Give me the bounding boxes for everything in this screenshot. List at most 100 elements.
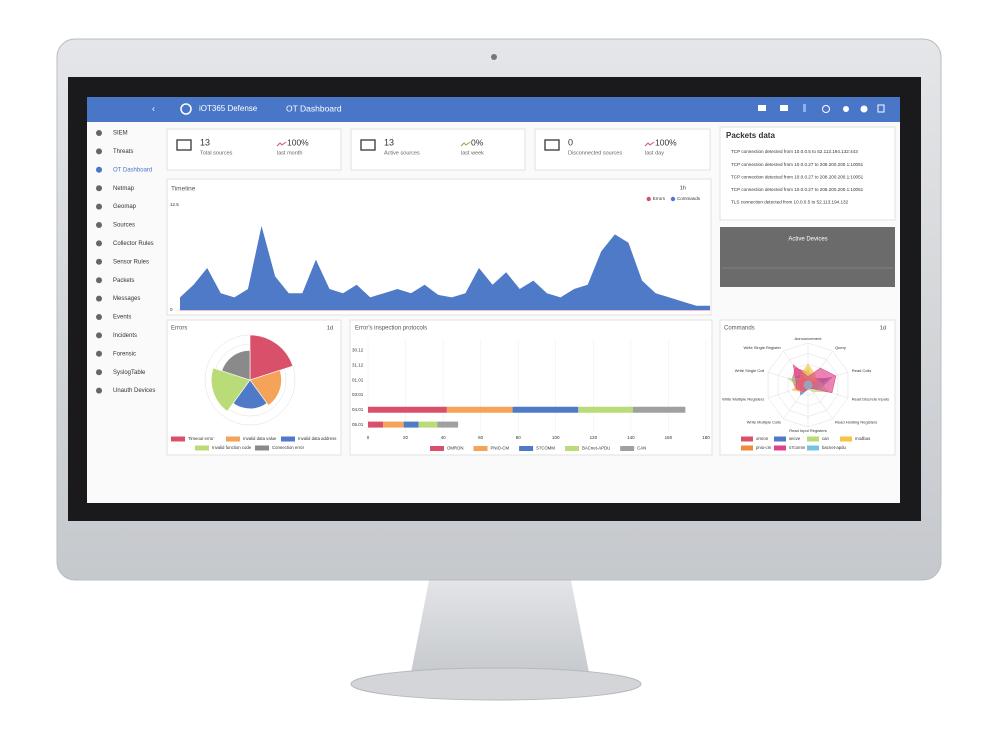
bar-segment [383,421,404,428]
axis-label: Read Discrete Inputs [852,396,889,401]
sidebar-icon [96,295,102,302]
stat-icon [544,139,560,151]
x-tick-label: 40 [441,435,447,440]
sidebar-item: Sources [113,223,135,229]
legend-swatch [473,446,488,451]
page-title: OT Dashboard [286,103,342,113]
brand: iOT365 Defense [199,104,258,113]
polar-segment [249,334,294,381]
legend-label: Commands [677,196,701,201]
icon[interactable] [843,106,849,112]
packet-row: TLS connection detected from 10.0.0.5 to… [731,200,849,205]
sidebar-item: Threats [113,149,133,155]
legend-label: PNIO-CM [490,446,509,451]
x-tick-label: 0 [367,435,370,440]
x-tick-label: 100 [552,435,560,440]
packet-row: TCP connection detected from 10.0.0.5 to… [731,149,858,154]
logo [180,103,192,115]
icon[interactable] [803,104,806,112]
trend-icon [276,141,287,147]
bar-segment [368,406,447,413]
legend-swatch [741,436,753,442]
packet-row: TCP connection detected from 10.0.0.27 t… [731,162,864,167]
polar-segment [249,369,282,406]
icon[interactable] [860,105,868,113]
x-tick-label: 20 [403,435,409,440]
axis-label: Write Single Coil [735,368,765,373]
legend-swatch [281,436,295,442]
stat-period: last month [277,150,302,156]
sidebar-icon [96,222,102,228]
axis-label: Write Single Register [743,345,781,350]
legend-swatch [646,196,651,202]
legend-swatch [840,436,852,442]
x-tick-label: 140 [627,435,635,440]
legend-label: modbus [855,436,870,441]
x-tick-label: 180 [702,435,710,440]
sidebar-item: OT Dashboard [113,167,152,173]
stat-change: 100% [287,137,309,147]
legend-label: s7comm [789,445,806,450]
bar-segment [437,421,459,428]
icon[interactable] [780,105,788,111]
sidebar-icon [96,369,102,376]
stand-base [350,667,642,701]
area [180,226,710,310]
legend-swatch [807,445,819,451]
icon[interactable] [822,105,830,113]
x-tick-label: 80 [516,435,522,440]
sidebar [87,122,160,503]
sidebar-item: Unauth Devices [113,388,155,394]
sidebar-icon [96,166,102,173]
sidebar-icon [96,148,102,155]
bar-segment [446,406,513,413]
legend-swatch [430,446,444,451]
stat-period: last week [461,150,484,156]
y-tick-label: 30.12 [352,348,364,353]
legend-swatch [519,446,534,451]
legend-label: S7COMM [536,446,555,451]
stat-label: Disconnected sources [568,150,622,156]
sidebar-item: Netmap [113,186,135,192]
legend-label: secve [789,436,801,441]
packet-row: TCP connection detected from 10.0.0.27 t… [731,174,864,179]
axis-label: Read Input Registers [789,428,827,433]
stand-neck [410,575,590,678]
sidebar-item: SIEM [113,131,128,137]
legend-swatch [774,436,786,442]
back-icon[interactable]: ‹ [152,103,155,113]
card-title: Error's inspection protocols [355,326,427,332]
legend-swatch [741,445,753,451]
stat-value: 13 [384,137,394,147]
sidebar-icon [96,130,102,136]
axis-label: Write Multiple Registers [722,396,764,401]
icon[interactable] [758,105,766,111]
stat-change: 100% [655,137,677,147]
axis-label: Read Coils [852,368,872,373]
legend-label: bacnet-apdu [822,445,847,450]
bar-segment [418,421,438,428]
axis-label: Write Multiple Coils [747,419,781,424]
sidebar-item: Packets [113,278,134,284]
legend-swatch [807,436,819,442]
legend-label: BACnet-APDU [582,446,610,451]
sidebar-icon [96,240,102,247]
sidebar-icon [96,332,102,339]
legend-label: can [822,436,830,441]
sidebar-item: Geomap [113,204,137,210]
y-tick-label: 31.12 [352,362,364,367]
stat-icon [360,139,376,151]
sidebar-icon [96,314,102,320]
camera [491,54,497,60]
stat-card [350,128,526,171]
x-tick-label: 60 [478,435,484,440]
icon[interactable] [877,104,885,113]
card-title: Active Devices [788,237,827,243]
legend-label: Connection error [272,445,305,450]
stat-card [166,128,342,171]
sidebar-item: Forensic [113,351,136,357]
polar-segment [221,349,251,381]
stat-change: 0% [471,137,484,147]
stat-card [534,128,711,171]
